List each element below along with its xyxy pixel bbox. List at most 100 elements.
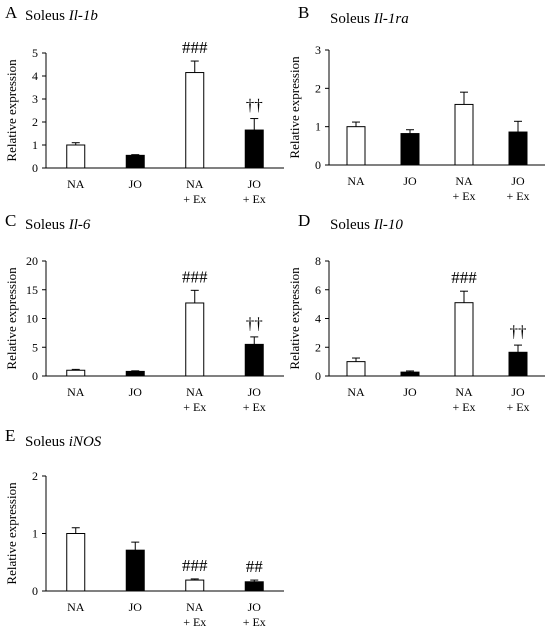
x-tick-label-line2: + Ex <box>183 400 206 414</box>
panel-title: Soleus Il-6 <box>25 217 91 233</box>
y-tick-label: 2 <box>315 81 321 95</box>
panel-title: Soleus Il-1b <box>25 8 98 24</box>
y-tick-label: 1 <box>315 120 321 134</box>
x-tick-label: NA <box>347 385 365 399</box>
panel-d: D Soleus Il-10 0 2 4 6 8 Relative expression NA J… <box>287 211 545 414</box>
y-axis-label: Relative expression <box>287 267 302 370</box>
y-tick-label: 0 <box>32 161 38 175</box>
y-axis-label: Relative expression <box>4 59 19 162</box>
y-axis-label: Relative expression <box>4 482 19 585</box>
y-tick-label: 10 <box>26 312 38 326</box>
bar <box>66 369 86 377</box>
bar <box>185 72 205 169</box>
x-tick-label: JO <box>129 600 143 614</box>
significance-label: ### <box>451 268 477 287</box>
y-tick-label: 20 <box>26 254 38 268</box>
panel-a: A Soleus Il-1b 0 1 2 3 4 5 Relative expression NA… <box>4 3 284 206</box>
y-tick-label: 0 <box>32 369 38 383</box>
bar <box>125 370 145 377</box>
bar <box>454 103 474 166</box>
significance-label: †† <box>510 322 527 341</box>
y-axis-label: Relative expression <box>4 267 19 370</box>
panel-letter: A <box>5 3 18 22</box>
y-tick-label: 4 <box>315 312 321 326</box>
x-tick-label: NA <box>455 174 473 188</box>
bar <box>508 131 528 166</box>
x-tick-label: NA <box>67 600 85 614</box>
x-tick-label: JO <box>403 385 417 399</box>
x-tick-label-line2: + Ex <box>243 615 266 629</box>
significance-label: ### <box>182 556 208 575</box>
bar <box>346 126 366 166</box>
y-tick-label: 0 <box>315 369 321 383</box>
bar <box>125 549 145 592</box>
bar <box>400 133 420 166</box>
significance-label: ### <box>182 267 208 286</box>
title-prefix: Soleus <box>330 217 374 233</box>
title-gene: Il-1b <box>68 8 99 24</box>
panel-title: Soleus iNOS <box>25 434 102 450</box>
x-tick-label: NA <box>186 177 204 191</box>
y-tick-label: 2 <box>315 340 321 354</box>
x-tick-label: JO <box>248 385 262 399</box>
bar <box>244 581 264 592</box>
x-tick-label: NA <box>67 385 85 399</box>
x-tick-label-line2: + Ex <box>183 192 206 206</box>
y-axis-label: Relative expression <box>287 56 302 159</box>
x-tick-label-line2: + Ex <box>506 189 529 203</box>
bar <box>125 154 145 169</box>
y-tick-label: 15 <box>26 283 38 297</box>
title-gene: iNOS <box>69 434 102 450</box>
x-tick-label: JO <box>248 600 262 614</box>
x-tick-label-line2: + Ex <box>452 400 475 414</box>
x-tick-label: JO <box>511 385 525 399</box>
x-tick-label-line2: + Ex <box>183 615 206 629</box>
y-tick-label: 1 <box>32 527 38 541</box>
panel-b: B Soleus Il-1ra 0 1 2 3 Relative expression NA J… <box>287 3 545 203</box>
panel-e: E Soleus iNOS 0 1 2 Relative expression NA JO ##… <box>4 426 284 629</box>
y-tick-label: 5 <box>32 46 38 60</box>
title-prefix: Soleus <box>25 217 69 233</box>
panel-letter: B <box>298 3 309 22</box>
panel-letter: D <box>298 211 310 230</box>
x-tick-label: JO <box>403 174 417 188</box>
y-tick-label: 2 <box>32 115 38 129</box>
x-tick-label-line2: + Ex <box>506 400 529 414</box>
title-gene: Il-10 <box>373 217 404 233</box>
x-tick-label-line2: + Ex <box>243 400 266 414</box>
title-prefix: Soleus <box>25 434 69 450</box>
panel-letter: E <box>5 426 15 445</box>
x-tick-label: NA <box>455 385 473 399</box>
y-tick-label: 8 <box>315 254 321 268</box>
significance-label: †† <box>246 96 263 115</box>
y-tick-label: 3 <box>32 92 38 106</box>
bar <box>66 144 86 169</box>
bar <box>244 343 264 377</box>
bar <box>244 129 264 169</box>
title-prefix: Soleus <box>330 11 374 27</box>
bar <box>454 302 474 377</box>
y-tick-label: 2 <box>32 469 38 483</box>
title-prefix: Soleus <box>25 8 69 24</box>
bar <box>400 371 420 377</box>
y-tick-label: 6 <box>315 283 321 297</box>
bar <box>346 361 366 377</box>
x-tick-label: NA <box>186 385 204 399</box>
panel-title: Soleus Il-1ra <box>330 11 409 27</box>
x-tick-label: JO <box>511 174 525 188</box>
y-tick-label: 0 <box>32 584 38 598</box>
title-gene: Il-6 <box>68 217 91 233</box>
panel-c: C Soleus Il-6 0 5 10 15 20 Relative expression N… <box>4 211 284 414</box>
significance-label: ### <box>182 38 208 57</box>
y-tick-label: 5 <box>32 340 38 354</box>
panel-title: Soleus Il-10 <box>330 217 403 233</box>
x-tick-label: NA <box>67 177 85 191</box>
y-tick-label: 4 <box>32 69 38 83</box>
y-tick-label: 0 <box>315 158 321 172</box>
bar <box>508 351 528 377</box>
x-tick-label-line2: + Ex <box>243 192 266 206</box>
x-tick-label: JO <box>129 177 143 191</box>
x-tick-label: JO <box>248 177 262 191</box>
x-tick-label: NA <box>186 600 204 614</box>
